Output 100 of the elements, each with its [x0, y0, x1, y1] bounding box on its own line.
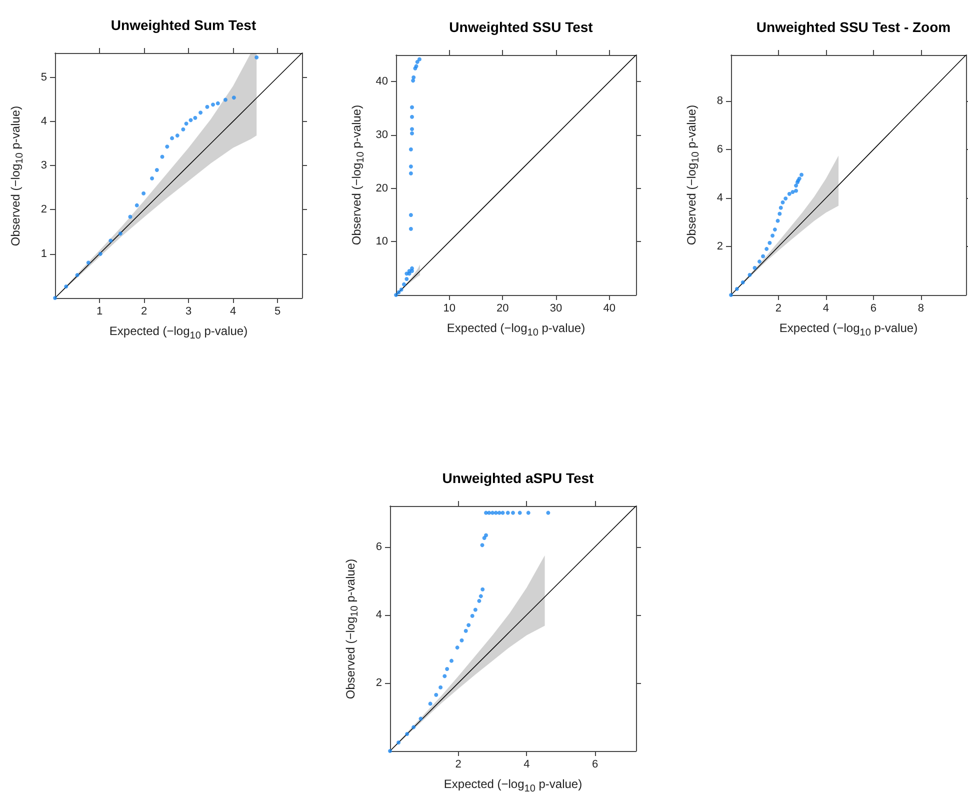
point [404, 277, 409, 281]
point [396, 290, 401, 294]
point [160, 154, 164, 159]
point [490, 510, 494, 515]
point [396, 740, 401, 744]
x-tick-label: 2 [140, 306, 148, 318]
point [412, 725, 416, 730]
point [478, 594, 483, 598]
point [800, 172, 804, 177]
point [780, 200, 785, 204]
x-tick-label: 6 [592, 758, 598, 770]
point [142, 191, 146, 196]
point [410, 127, 414, 132]
point [417, 57, 422, 62]
point [484, 533, 488, 538]
point [98, 252, 102, 256]
y-tick-label: 6 [716, 144, 723, 156]
point [388, 749, 392, 753]
x-tick-label: 20 [496, 302, 509, 314]
x-axis-title: Expected (−log$_{10}$ p-value) [779, 321, 918, 338]
point [412, 75, 416, 80]
point [86, 260, 90, 265]
point [776, 218, 780, 223]
point [445, 666, 450, 671]
point [170, 136, 174, 140]
point [415, 60, 420, 64]
point [757, 260, 762, 264]
point [480, 543, 484, 548]
x-tick-label: 10 [443, 302, 456, 314]
y-tick-label: 2 [716, 240, 723, 253]
point [254, 55, 259, 60]
x-axis-title: Expected (−log$_{10}$ p-value) [109, 324, 248, 342]
y-tick-label: 5 [40, 71, 47, 84]
point [410, 266, 414, 270]
point [455, 646, 460, 650]
chart-title: Unweighted SSU Test - Zoom [756, 19, 951, 35]
point [408, 164, 413, 168]
x-tick-label: 6 [870, 302, 876, 314]
point [761, 254, 766, 258]
point [405, 732, 410, 736]
x-tick-label: 2 [775, 302, 782, 314]
point [497, 510, 502, 515]
point [466, 623, 471, 628]
point [408, 226, 413, 231]
y-tick-label: 4 [716, 192, 723, 204]
point [418, 716, 423, 721]
point [408, 171, 413, 176]
y-tick-label: 30 [376, 129, 388, 141]
point [518, 510, 522, 515]
point [188, 118, 193, 122]
chart-title: Unweighted SSU Test [449, 19, 594, 35]
point [134, 203, 139, 208]
y-tick-label: 40 [376, 76, 388, 88]
point [511, 510, 515, 515]
point [198, 110, 203, 115]
point [473, 608, 478, 612]
x-tick-label: 8 [918, 302, 924, 314]
x-tick-label: 4 [524, 758, 530, 770]
x-axis-title: Expected (−log$_{10}$ p-value) [444, 777, 582, 794]
point [184, 122, 188, 126]
point [784, 196, 788, 201]
line-series [390, 506, 636, 752]
point [205, 104, 210, 109]
x-tick-label: 5 [274, 306, 281, 318]
x-tick-label: 30 [550, 302, 562, 314]
point [53, 296, 57, 300]
point [118, 232, 122, 236]
point [408, 147, 413, 152]
point [470, 614, 474, 618]
point [75, 273, 80, 278]
y-tick-label: 20 [376, 182, 388, 194]
point [399, 288, 404, 292]
y-tick-label: 1 [40, 248, 47, 260]
point [480, 587, 485, 592]
point [154, 168, 159, 172]
point [442, 674, 447, 678]
y-tick-label: 4 [376, 608, 382, 621]
point [500, 510, 505, 515]
point [438, 685, 443, 690]
point [506, 510, 510, 515]
point [794, 184, 798, 188]
point [410, 114, 414, 119]
point [428, 702, 432, 706]
point [794, 188, 798, 193]
point [494, 510, 498, 515]
point [460, 638, 464, 642]
point [434, 692, 438, 697]
point [464, 628, 468, 633]
point [729, 293, 733, 297]
y-tick-label: 4 [40, 115, 47, 128]
point [764, 246, 769, 251]
point [487, 510, 492, 515]
point [165, 144, 170, 149]
point [408, 213, 413, 217]
chart-title: Unweighted Sum Test [110, 17, 256, 33]
line-series [730, 54, 966, 296]
line-series [54, 52, 302, 298]
point [402, 282, 406, 286]
x-tick-label: 40 [603, 302, 616, 314]
y-tick-label: 6 [376, 540, 382, 553]
